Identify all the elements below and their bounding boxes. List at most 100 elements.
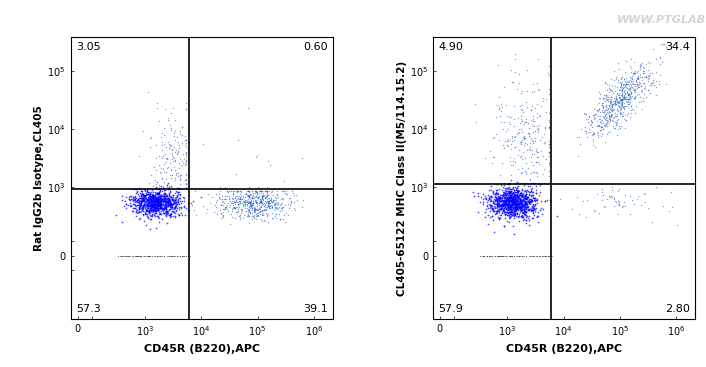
Point [528,197,539,203]
Point [138,201,150,207]
Point [262,214,273,219]
Point [164,212,175,218]
Point [496,195,508,200]
Point [525,178,536,184]
Point [181,185,192,191]
Point [614,99,625,105]
Point [154,201,165,207]
Point [604,102,615,108]
Point [502,198,513,204]
Point [520,116,532,121]
Point [531,197,542,203]
Point [512,253,523,259]
Point [200,210,211,216]
Point [519,201,530,207]
Point [160,192,172,198]
Point [239,199,251,205]
Point [139,193,150,199]
Point [147,208,158,214]
Point [150,204,162,210]
Point [503,199,514,205]
Point [166,201,177,207]
Point [115,253,126,259]
Point [496,199,507,205]
Point [212,197,223,203]
Point [600,115,611,121]
Point [254,196,265,201]
Point [498,201,510,207]
Point [608,203,619,209]
Point [169,198,181,204]
Point [495,182,506,188]
Point [151,201,162,207]
Point [131,203,142,209]
Point [152,195,163,201]
Point [517,203,528,209]
Point [498,189,509,195]
Point [160,151,171,157]
Point [505,211,517,217]
Point [254,199,265,205]
Point [131,253,142,259]
Point [246,205,257,211]
Point [532,125,543,131]
Point [625,84,636,90]
Point [152,190,164,196]
Point [275,202,286,208]
Point [245,203,256,209]
Point [501,199,512,204]
Point [496,203,507,209]
Point [256,216,267,222]
Point [164,199,176,205]
Point [277,195,288,201]
Point [500,201,511,207]
Point [522,198,533,204]
Point [258,190,269,196]
Point [543,168,554,174]
Point [131,253,143,259]
Point [519,206,530,212]
Point [490,208,501,214]
Point [245,197,256,203]
Point [492,214,503,219]
Point [217,196,228,202]
Point [655,41,666,47]
Point [501,201,512,207]
Point [630,70,641,76]
Point [283,205,294,211]
Point [150,203,162,209]
Point [145,144,156,150]
Point [625,78,636,84]
Point [149,253,160,259]
Point [616,98,627,103]
Point [179,160,191,166]
Point [227,192,239,197]
Point [522,194,533,200]
Point [615,110,626,116]
Point [501,190,513,196]
Point [515,206,527,212]
Point [276,196,287,202]
Point [573,153,584,159]
Point [476,194,487,200]
Point [498,200,510,206]
Point [484,253,495,259]
Point [270,205,282,211]
Point [509,206,520,211]
Point [164,198,175,204]
Point [241,205,252,211]
Point [508,184,519,190]
Point [616,111,628,117]
Point [528,215,539,221]
Point [148,212,160,218]
Point [622,86,633,92]
Point [621,79,632,84]
Point [600,102,611,108]
Point [176,253,188,259]
Point [138,193,149,199]
Point [634,63,645,69]
Point [488,154,499,160]
Point [623,95,635,101]
Point [523,200,534,206]
Point [607,123,618,129]
